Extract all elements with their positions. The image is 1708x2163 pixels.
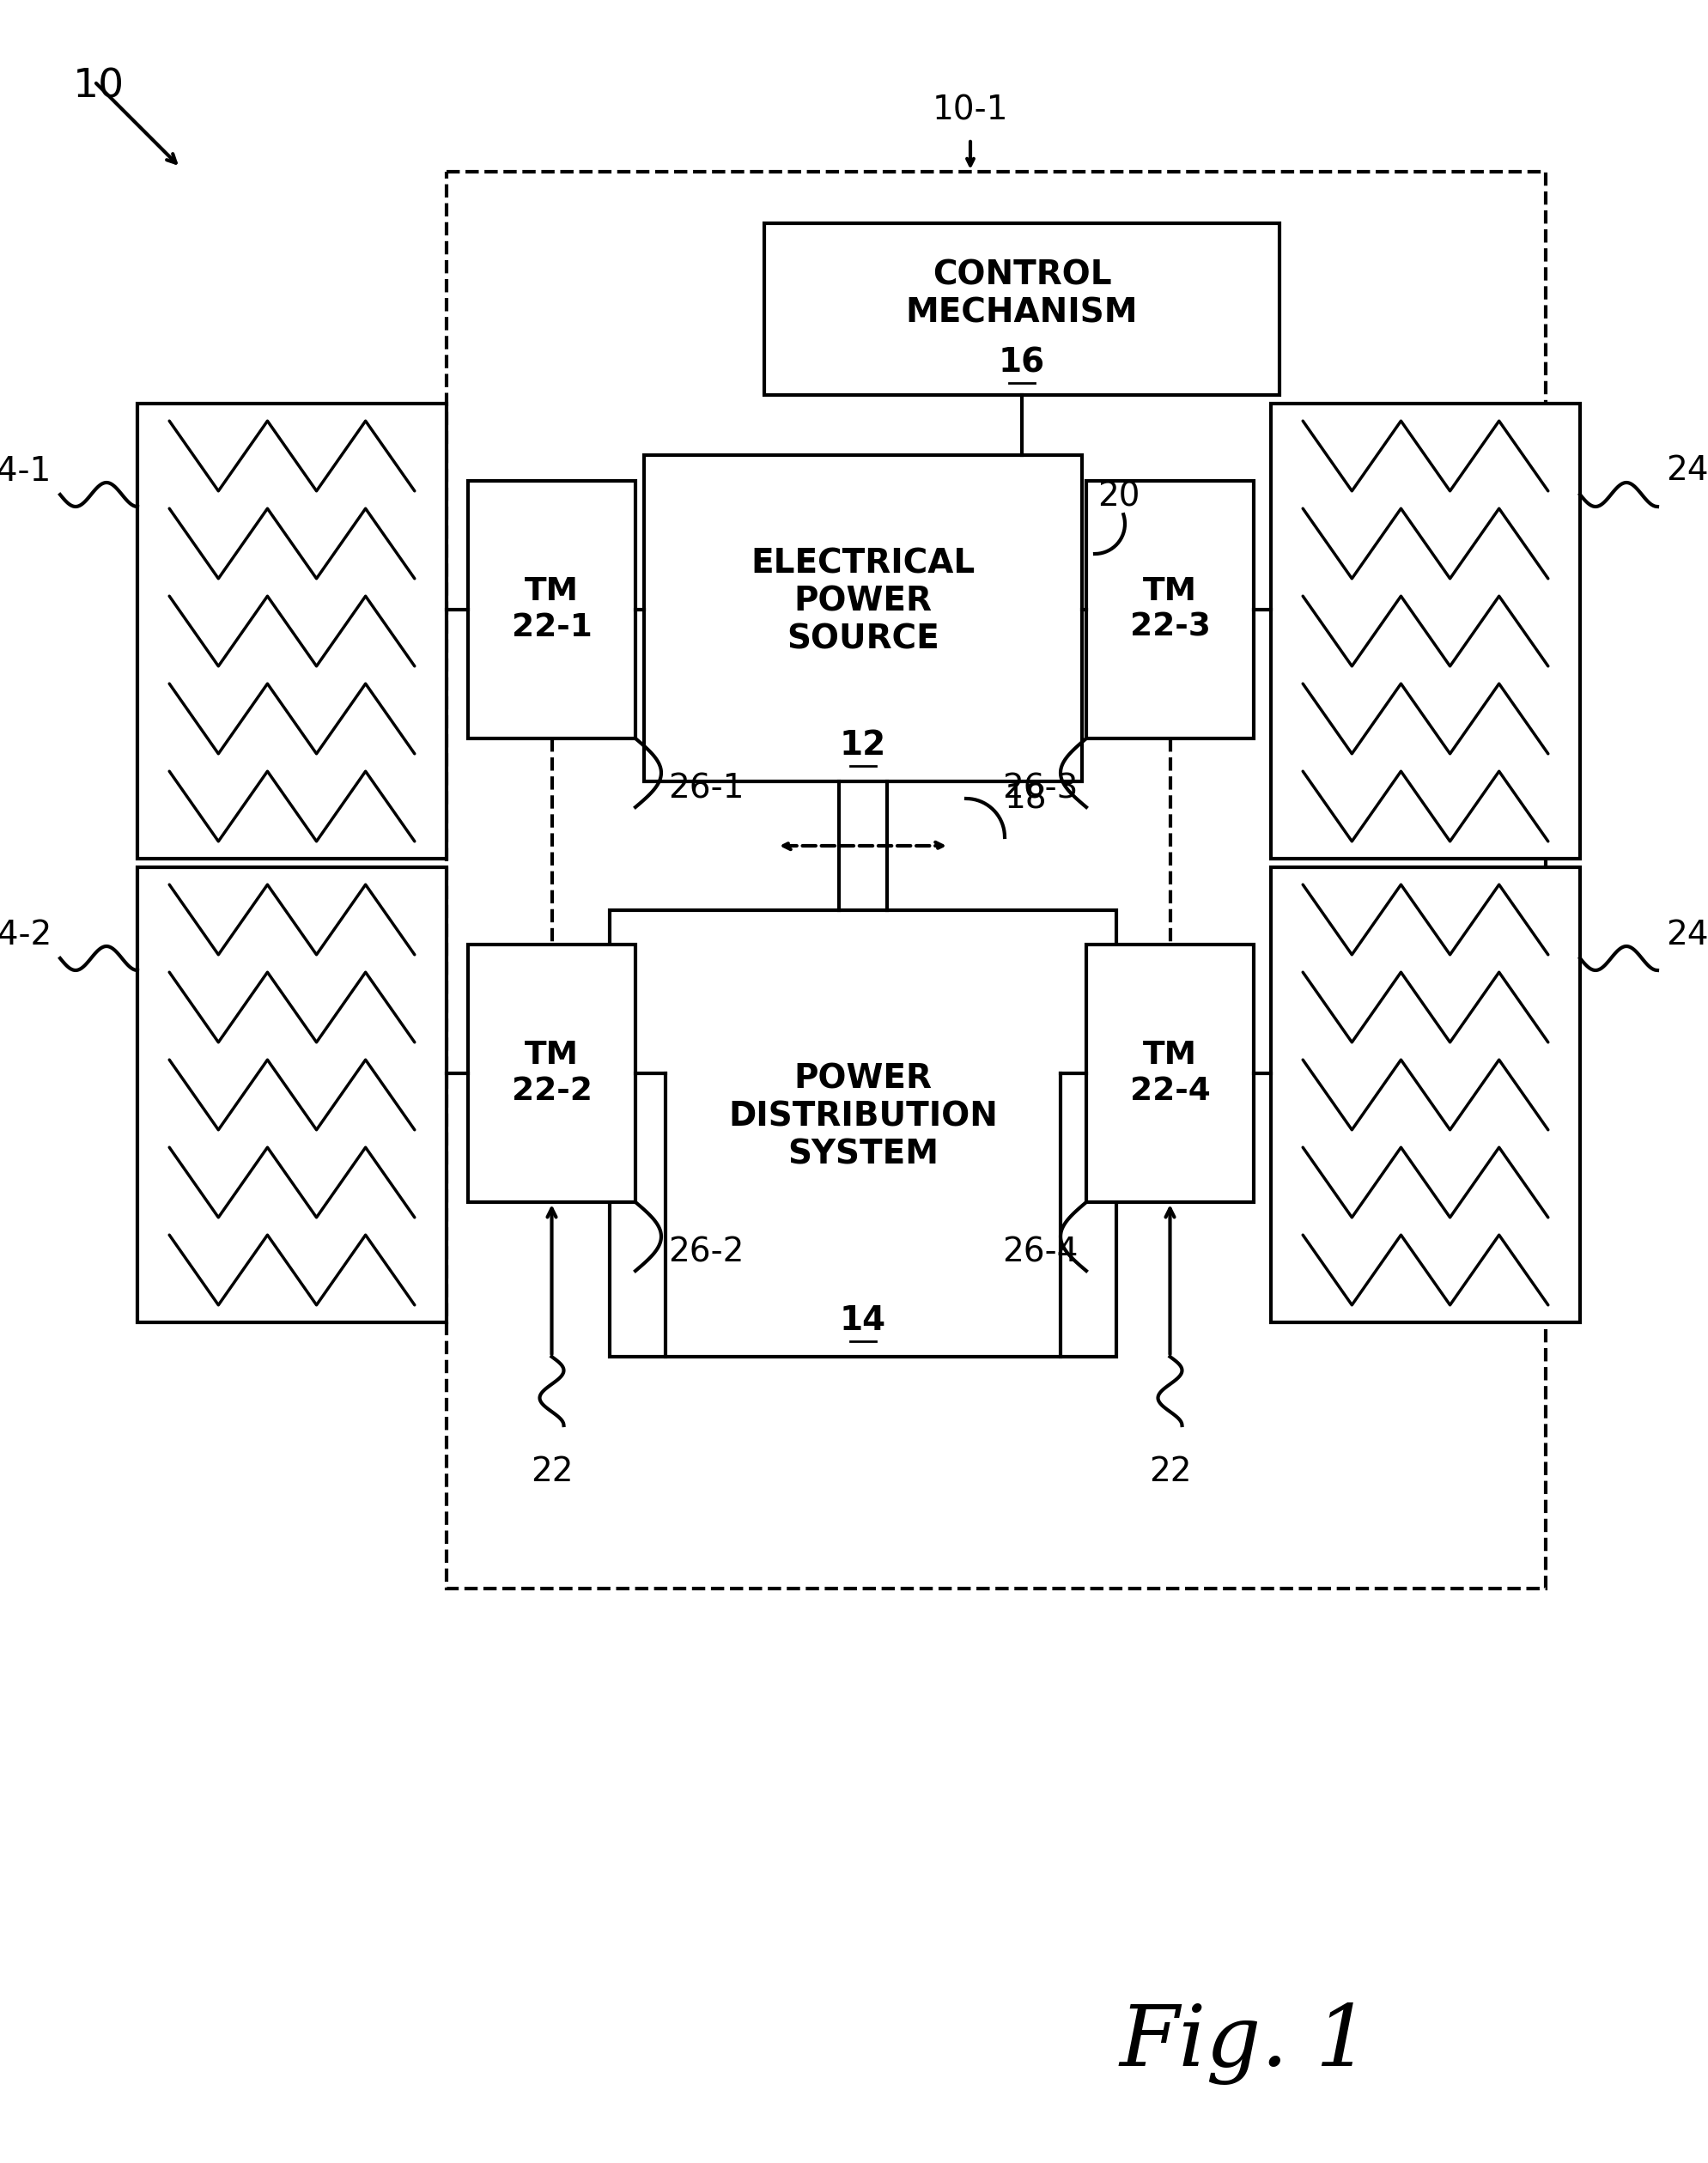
Text: 10: 10 — [73, 67, 125, 106]
Text: 16: 16 — [997, 346, 1045, 379]
Text: 12: 12 — [839, 729, 886, 761]
Bar — [137, 404, 446, 859]
Bar — [1086, 945, 1254, 1203]
Bar — [137, 867, 446, 1322]
Text: TM
22-4: TM 22-4 — [1129, 1040, 1209, 1107]
Text: 24-2: 24-2 — [0, 919, 51, 952]
Bar — [1271, 404, 1580, 859]
Text: POWER
DISTRIBUTION
SYSTEM: POWER DISTRIBUTION SYSTEM — [728, 1062, 997, 1170]
Text: 26-3: 26-3 — [1001, 772, 1078, 805]
Bar — [763, 223, 1279, 396]
Text: 22: 22 — [529, 1456, 572, 1488]
Text: TM
22-3: TM 22-3 — [1129, 575, 1209, 642]
Text: 14: 14 — [839, 1304, 886, 1337]
Text: 10-1: 10-1 — [933, 95, 1008, 128]
Text: 18: 18 — [1004, 783, 1047, 815]
Text: TM
22-2: TM 22-2 — [511, 1040, 591, 1107]
Bar — [610, 911, 1115, 1356]
Text: 26-1: 26-1 — [668, 772, 743, 805]
Text: CONTROL
MECHANISM: CONTROL MECHANISM — [905, 257, 1138, 329]
Text: 24-1: 24-1 — [0, 454, 51, 487]
Text: 24-4: 24-4 — [1665, 919, 1708, 952]
Text: TM
22-1: TM 22-1 — [511, 575, 591, 642]
Text: 24-3: 24-3 — [1665, 454, 1708, 487]
Text: 22: 22 — [1148, 1456, 1190, 1488]
Text: 26-4: 26-4 — [1001, 1237, 1078, 1270]
Text: Fig. 1: Fig. 1 — [1119, 2003, 1370, 2085]
Text: ELECTRICAL
POWER
SOURCE: ELECTRICAL POWER SOURCE — [750, 547, 975, 655]
Bar — [468, 480, 635, 738]
Bar — [644, 454, 1081, 781]
Bar — [446, 171, 1546, 1588]
Bar — [1086, 480, 1254, 738]
Text: 20: 20 — [1097, 480, 1139, 513]
Text: 26-2: 26-2 — [668, 1237, 743, 1270]
Bar — [1271, 867, 1580, 1322]
Bar — [468, 945, 635, 1203]
